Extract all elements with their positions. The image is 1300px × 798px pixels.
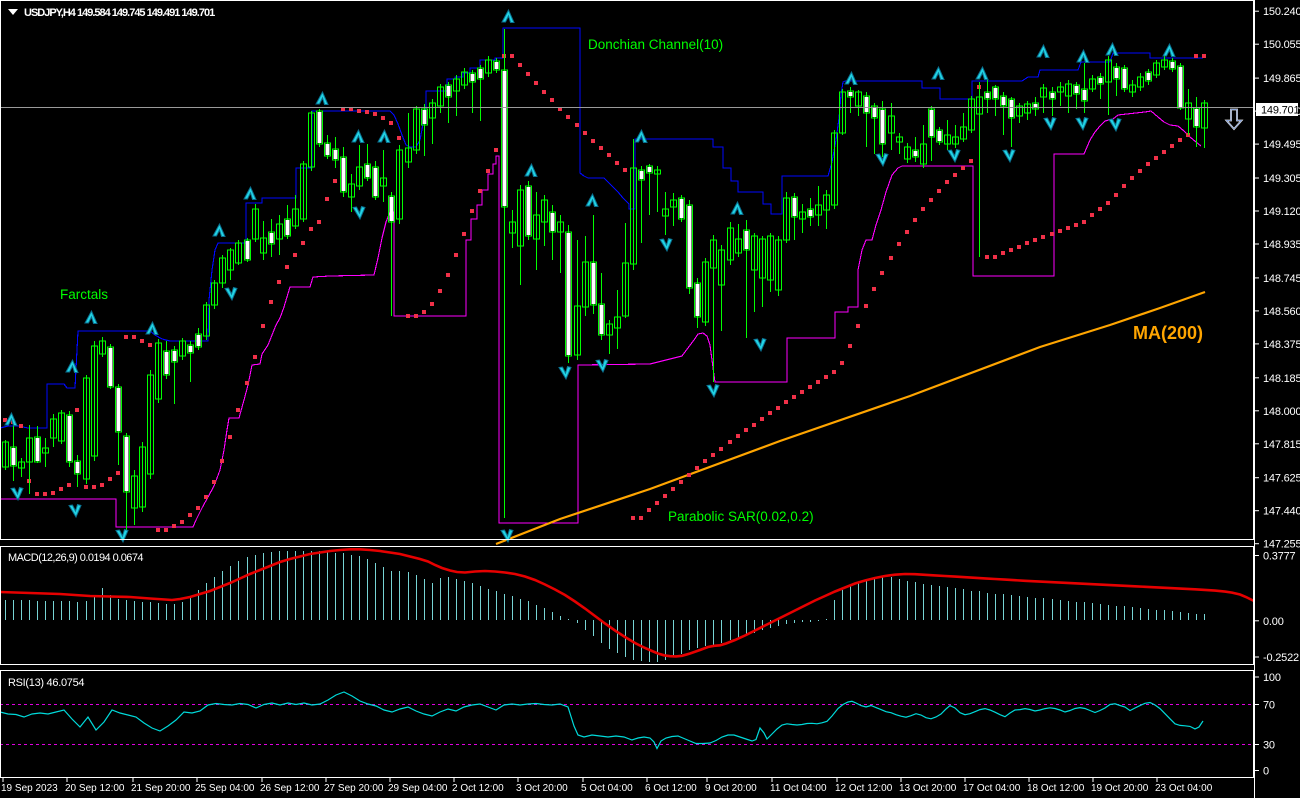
svg-text:3 Oct 20:00: 3 Oct 20:00 <box>516 783 568 794</box>
svg-text:12 Oct 12:00: 12 Oct 12:00 <box>835 783 893 794</box>
svg-text:150.055: 150.055 <box>1263 39 1300 51</box>
svg-text:30: 30 <box>1263 740 1275 752</box>
svg-text:9 Oct 20:00: 9 Oct 20:00 <box>705 783 757 794</box>
svg-text:RSI(13) 46.0754: RSI(13) 46.0754 <box>8 677 84 689</box>
svg-text:149.495: 149.495 <box>1263 139 1300 151</box>
svg-text:5 Oct 04:00: 5 Oct 04:00 <box>581 783 633 794</box>
svg-text:149.701: 149.701 <box>1261 105 1299 117</box>
svg-text:27 Sep 20:00: 27 Sep 20:00 <box>324 783 384 794</box>
svg-text:148.375: 148.375 <box>1263 339 1300 351</box>
svg-text:19 Sep 2023: 19 Sep 2023 <box>1 783 58 794</box>
svg-text:148.935: 148.935 <box>1263 239 1300 251</box>
svg-text:23 Oct 04:00: 23 Oct 04:00 <box>1155 783 1213 794</box>
svg-text:MACD(12,26,9) 0.0194 0.0674: MACD(12,26,9) 0.0194 0.0674 <box>8 552 143 564</box>
svg-text:13 Oct 20:00: 13 Oct 20:00 <box>899 783 957 794</box>
svg-text:147.440: 147.440 <box>1263 506 1300 518</box>
svg-text:149.305: 149.305 <box>1263 173 1300 185</box>
svg-text:-0.2522: -0.2522 <box>1263 652 1299 664</box>
svg-text:148.185: 148.185 <box>1263 373 1300 385</box>
svg-text:149.865: 149.865 <box>1263 73 1300 85</box>
svg-text:147.815: 147.815 <box>1263 439 1300 451</box>
svg-text:147.625: 147.625 <box>1263 473 1300 485</box>
svg-text:21 Sep 20:00: 21 Sep 20:00 <box>131 783 191 794</box>
svg-text:Parabolic SAR(0.02,0.2): Parabolic SAR(0.02,0.2) <box>668 509 814 524</box>
svg-text:148.745: 148.745 <box>1263 273 1300 285</box>
svg-text:100: 100 <box>1263 672 1281 684</box>
svg-text:25 Sep 04:00: 25 Sep 04:00 <box>195 783 255 794</box>
svg-text:MA(200): MA(200) <box>1133 323 1203 343</box>
svg-text:0.00: 0.00 <box>1263 616 1284 628</box>
svg-text:148.560: 148.560 <box>1263 306 1300 318</box>
svg-text:Donchian Channel(10): Donchian Channel(10) <box>588 37 723 52</box>
svg-text:19 Oct 20:00: 19 Oct 20:00 <box>1091 783 1149 794</box>
svg-text:2 Oct 12:00: 2 Oct 12:00 <box>452 783 504 794</box>
svg-text:17 Oct 04:00: 17 Oct 04:00 <box>963 783 1021 794</box>
svg-text:70: 70 <box>1263 700 1275 712</box>
svg-text:149.120: 149.120 <box>1263 206 1300 218</box>
svg-text:26 Sep 12:00: 26 Sep 12:00 <box>260 783 320 794</box>
svg-text:Farctals: Farctals <box>60 287 108 302</box>
svg-text:USDJPY,H4 149.584 149.745 149: USDJPY,H4 149.584 149.745 149.491 149.70… <box>24 7 215 19</box>
svg-text:150.240: 150.240 <box>1263 6 1300 18</box>
svg-text:6 Oct 12:00: 6 Oct 12:00 <box>645 783 697 794</box>
svg-text:147.255: 147.255 <box>1263 539 1300 551</box>
svg-text:148.000: 148.000 <box>1263 406 1300 418</box>
svg-text:29 Sep 04:00: 29 Sep 04:00 <box>388 783 448 794</box>
svg-text:18 Oct 12:00: 18 Oct 12:00 <box>1027 783 1085 794</box>
svg-text:20 Sep 12:00: 20 Sep 12:00 <box>65 783 125 794</box>
svg-text:0: 0 <box>1263 766 1269 778</box>
svg-text:0.3777: 0.3777 <box>1263 551 1296 563</box>
svg-text:11 Oct 04:00: 11 Oct 04:00 <box>770 783 827 794</box>
